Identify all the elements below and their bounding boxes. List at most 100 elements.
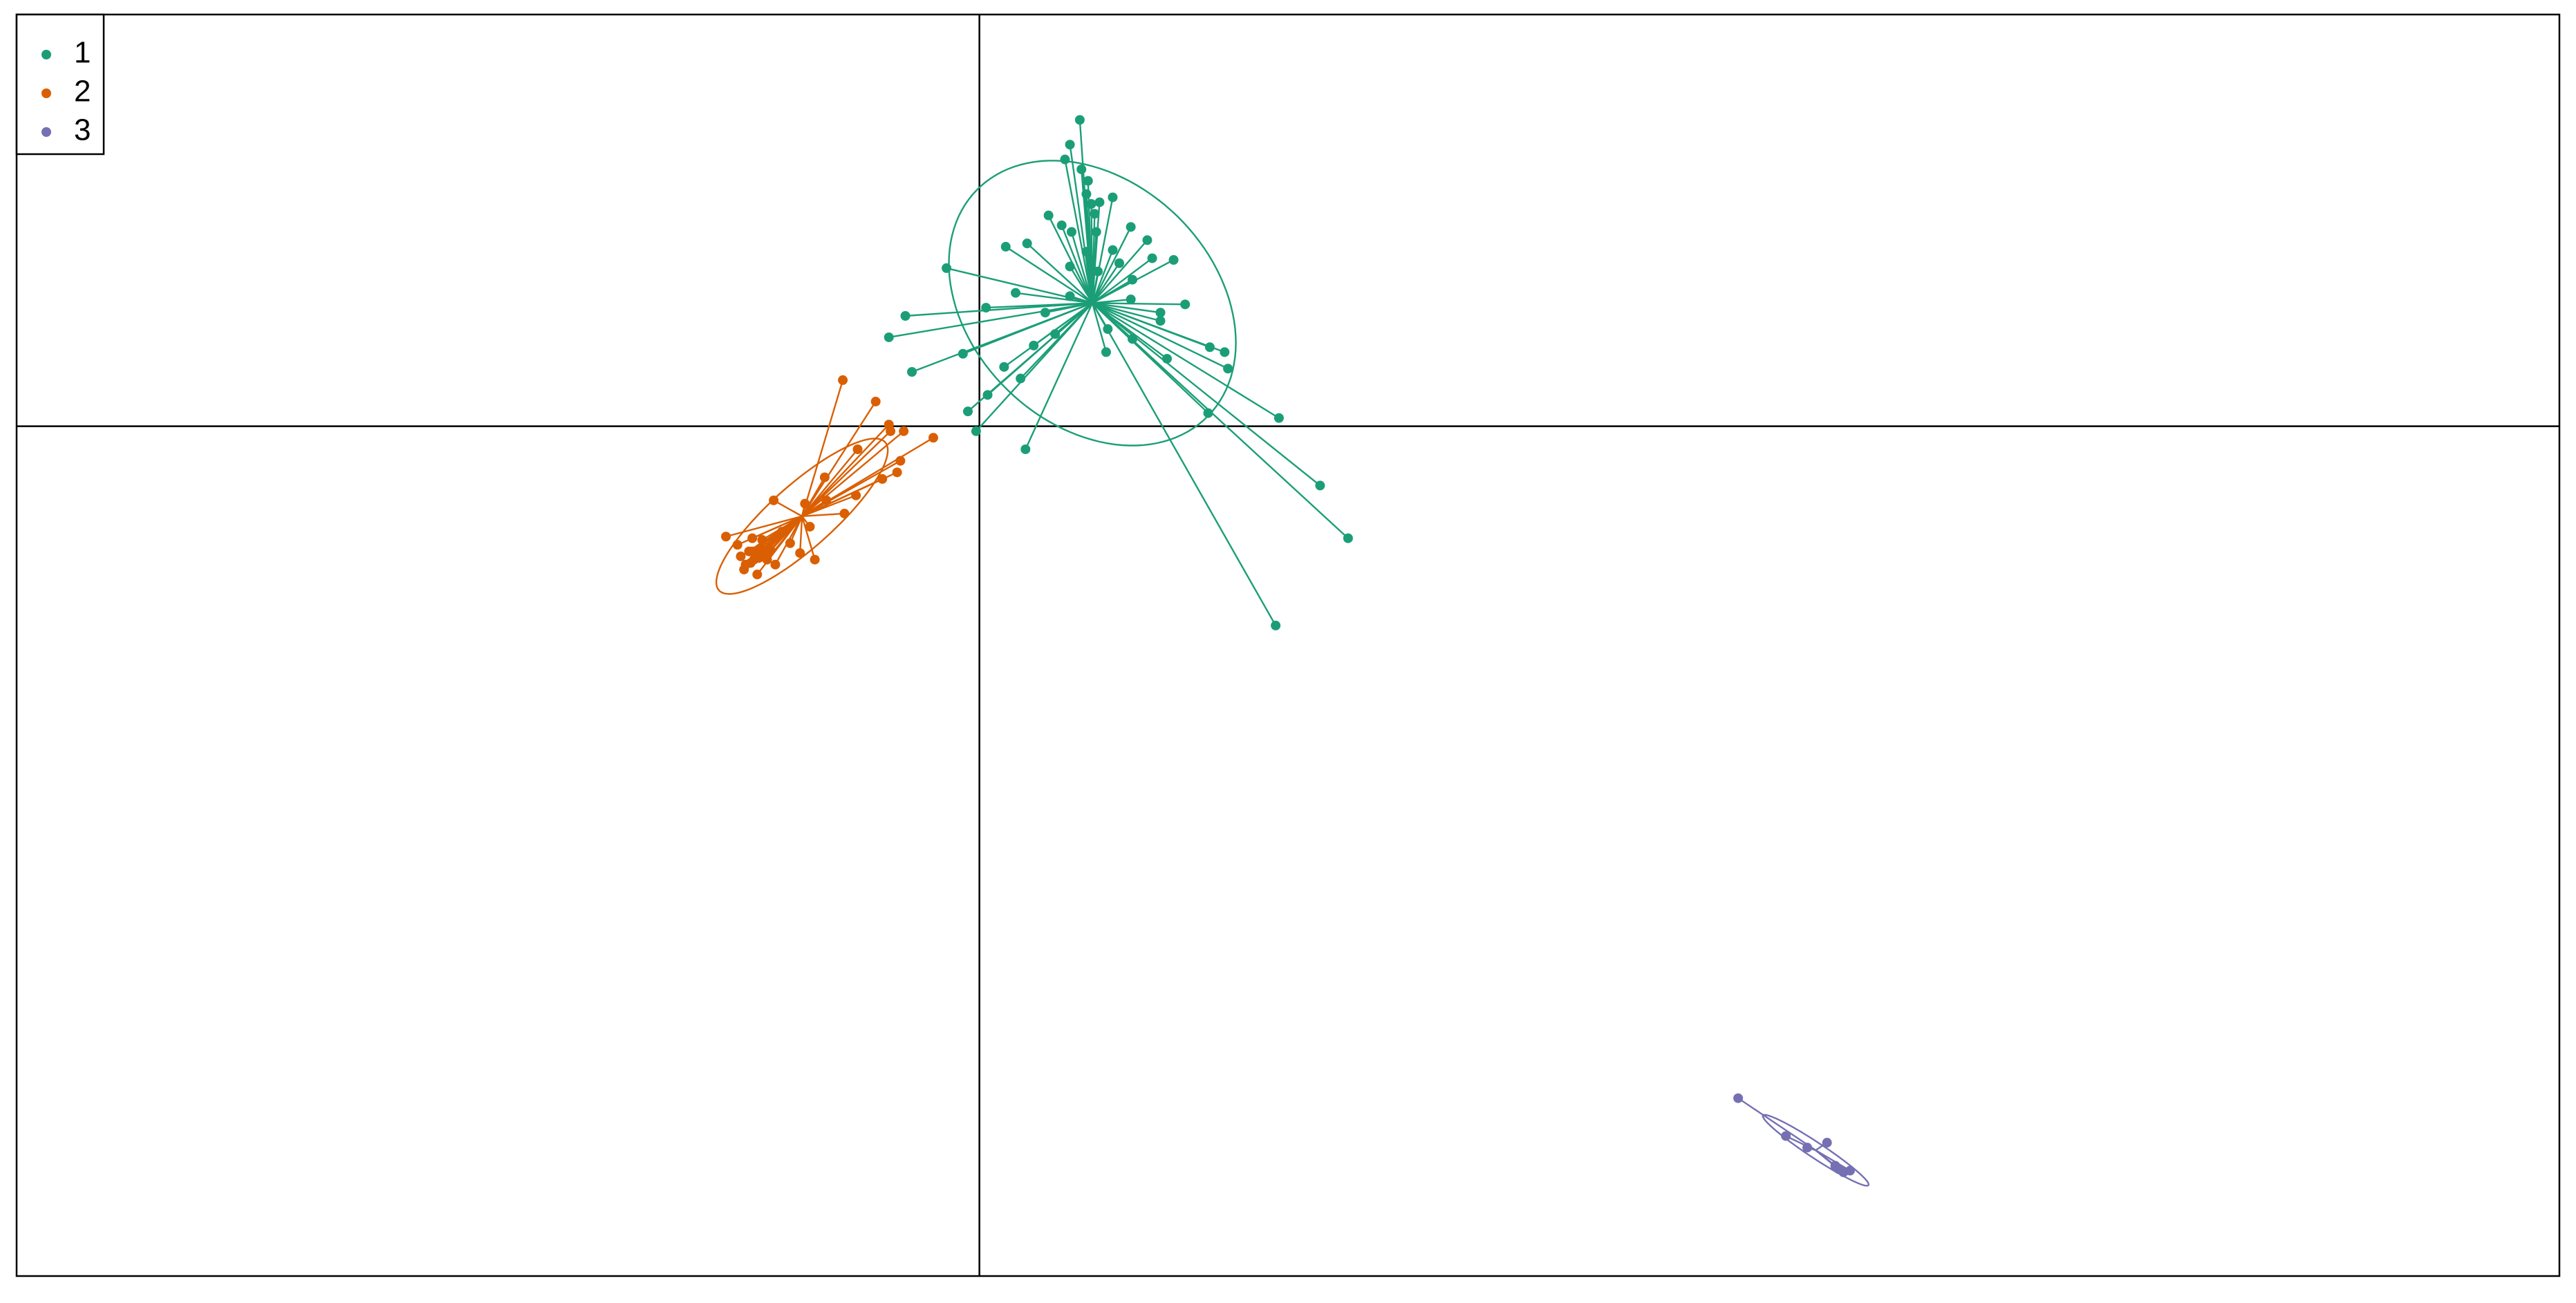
point: [1273, 413, 1284, 423]
point: [1781, 1131, 1791, 1141]
star-segment: [1092, 279, 1133, 304]
point: [839, 508, 850, 518]
point: [1126, 294, 1136, 305]
point: [819, 472, 830, 482]
star-segment: [1092, 302, 1280, 419]
legend-marker: [41, 88, 51, 98]
point: [899, 426, 909, 436]
star-segment: [1025, 302, 1094, 450]
point: [886, 426, 896, 436]
star-segment: [801, 401, 877, 517]
point: [900, 310, 911, 321]
star-segment: [1085, 251, 1094, 303]
star-segment: [1091, 302, 1277, 626]
point: [770, 559, 781, 570]
point: [884, 332, 894, 342]
point: [1220, 347, 1230, 357]
star-segment: [801, 494, 857, 517]
point: [958, 348, 968, 359]
star-segment: [1091, 303, 1108, 353]
point: [1011, 288, 1021, 298]
point: [757, 535, 767, 545]
point: [942, 263, 952, 273]
point: [1845, 1165, 1855, 1176]
star-segment: [911, 302, 1093, 373]
point: [1081, 189, 1092, 199]
point: [1101, 347, 1111, 357]
star-segment: [801, 460, 901, 517]
star-segment: [986, 302, 1093, 309]
point: [805, 521, 815, 532]
star-segment: [1091, 302, 1109, 330]
legend-marker: [41, 127, 51, 137]
star-segment: [1092, 298, 1131, 304]
class-group: [715, 375, 938, 595]
point: [1065, 291, 1075, 301]
plot-frame: [15, 13, 2561, 1277]
point: [1086, 198, 1096, 209]
point: [1833, 1164, 1844, 1174]
point: [1020, 444, 1031, 454]
point: [962, 406, 973, 417]
point: [1066, 227, 1076, 237]
point: [747, 533, 758, 543]
point: [1000, 241, 1011, 252]
point: [999, 362, 1009, 372]
point: [1076, 164, 1087, 174]
star-segment: [801, 424, 890, 517]
point: [1060, 154, 1070, 165]
point: [1142, 235, 1152, 245]
point: [1103, 324, 1113, 335]
point: [877, 474, 888, 484]
point: [1180, 299, 1191, 310]
star-segment: [801, 516, 816, 560]
point: [851, 490, 861, 500]
point: [1155, 316, 1166, 326]
point: [1223, 364, 1233, 374]
star-segment: [888, 302, 1093, 339]
star-segment: [1092, 302, 1229, 370]
star-segment: [1815, 1150, 1851, 1172]
point: [907, 367, 917, 377]
point: [1065, 261, 1075, 272]
point: [810, 554, 820, 565]
point: [821, 495, 832, 505]
point: [1090, 209, 1100, 219]
star-segment: [1092, 239, 1148, 304]
star-segment: [799, 516, 803, 554]
point: [1094, 197, 1105, 207]
class-ellipse: [715, 438, 889, 595]
point: [760, 551, 771, 561]
star-segment: [1092, 263, 1120, 304]
star-segment: [756, 516, 803, 575]
point: [928, 433, 938, 443]
star-segment: [801, 449, 859, 517]
star-segment: [1064, 159, 1094, 303]
point: [1040, 308, 1050, 318]
point: [1162, 353, 1173, 364]
star-segment: [1092, 302, 1321, 487]
point: [769, 495, 779, 505]
star-segment: [801, 430, 904, 517]
point: [1126, 222, 1136, 232]
point: [776, 527, 787, 537]
point: [1083, 176, 1093, 186]
point: [971, 426, 981, 436]
star-segment: [801, 379, 844, 517]
point: [1802, 1143, 1813, 1153]
star-segment: [801, 478, 883, 517]
star-segment: [773, 499, 803, 517]
star-segment: [1047, 215, 1094, 303]
point: [721, 532, 731, 542]
legend-label: 3: [74, 113, 91, 147]
star-segment: [1737, 1097, 1816, 1152]
point: [1074, 115, 1085, 125]
star-segment: [1092, 302, 1161, 314]
star-segment: [1092, 257, 1153, 304]
point: [1147, 253, 1157, 263]
point: [1315, 480, 1325, 491]
star-segment: [1026, 243, 1093, 304]
point: [1108, 245, 1118, 255]
star-segment: [1091, 250, 1114, 303]
